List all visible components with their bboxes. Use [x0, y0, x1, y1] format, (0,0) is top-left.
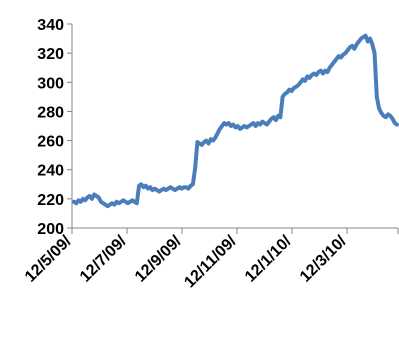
y-tick-label: 320 — [37, 46, 64, 63]
y-tick-label: 220 — [37, 192, 64, 209]
y-tick-label: 280 — [37, 104, 64, 121]
y-tick-label: 340 — [37, 17, 64, 34]
x-tick-label: 12/7/09/ — [77, 232, 130, 285]
y-tick-label: 240 — [37, 163, 64, 180]
y-tick-label: 200 — [37, 221, 64, 238]
series-line — [72, 33, 399, 209]
x-tick-label: 12/5/09/ — [22, 232, 75, 285]
x-tick-label: 12/11/09/ — [181, 232, 240, 291]
y-tick-label: 300 — [37, 75, 64, 92]
x-tick-label: 12/3/10/ — [297, 232, 350, 285]
y-tick-label: 260 — [37, 134, 64, 151]
x-tick-label: 12/1/10/ — [242, 232, 295, 285]
y-axis-ticks: 200 220 240 260 280 300 320 340 — [37, 17, 72, 238]
x-axis-ticks: 12/5/09/12/7/09/12/9/09/12/11/09/12/1/10… — [22, 228, 399, 291]
x-tick-label: 12/9/09/ — [132, 232, 185, 285]
